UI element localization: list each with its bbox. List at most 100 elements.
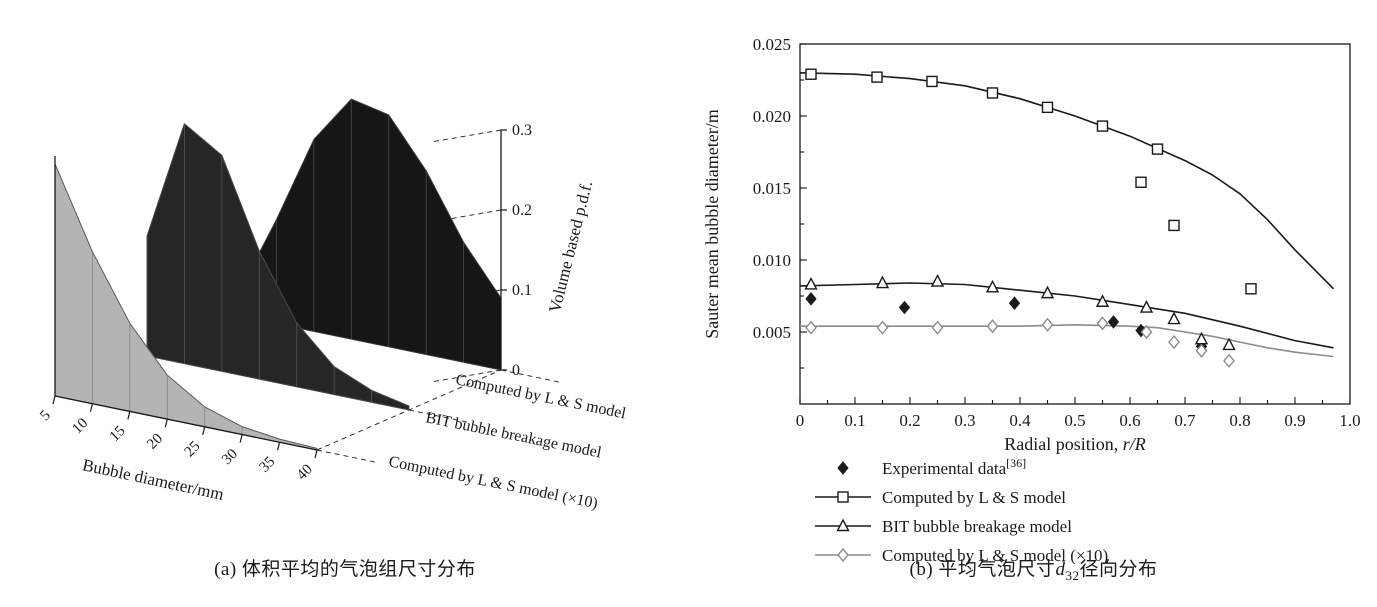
filled-diamond-marker <box>1008 296 1021 310</box>
x-tick-label: 0.2 <box>899 411 920 430</box>
square-marker <box>1151 143 1164 155</box>
x-tick-label: 0.4 <box>1009 411 1031 430</box>
square-marker <box>986 87 999 99</box>
series-line-2 <box>799 282 1334 349</box>
pdf-tick-label: 0.1 <box>512 282 532 299</box>
panel-b: 0 0.1 0.2 0.3 0.4 0.5 0.6 0.7 0.8 0.9 1.0 0.005 0.01… <box>690 6 1377 584</box>
triangle-marker <box>1095 294 1110 307</box>
diamond-marker <box>931 320 944 335</box>
square-marker <box>1096 120 1109 132</box>
y-axis-label: Sauter mean bubble diameter/m <box>702 109 722 338</box>
x-tick-label: 0.6 <box>1119 411 1140 430</box>
series-label: Computed by L & S model (×10) <box>387 453 599 512</box>
waterfall-ridges <box>54 98 502 451</box>
diameter-tick <box>127 411 131 420</box>
series-label: BIT bubble breakage model <box>424 409 603 461</box>
series-baseline-extension <box>316 449 376 463</box>
diameter-tick-label: 15 <box>107 423 129 445</box>
ticks <box>799 43 1351 404</box>
diameter-tick <box>89 403 94 412</box>
diamond-marker <box>876 320 889 335</box>
x-tick-label: 0.3 <box>954 411 975 430</box>
x-axis-label: Radial position, r/R <box>1004 434 1146 454</box>
diamond-marker <box>1195 343 1208 358</box>
y-tick-label: 0.015 <box>753 179 791 198</box>
diameter-tick <box>52 395 56 405</box>
square-marker <box>805 68 817 80</box>
pdf-axis-label: Volume based p.d.f. <box>545 179 596 315</box>
triangle-marker <box>1040 285 1055 299</box>
z-gridline <box>430 129 502 143</box>
diamond-marker <box>1168 334 1180 350</box>
x-tick-label: 1.0 <box>1339 411 1360 430</box>
series-markers-1 <box>805 68 1257 295</box>
diamond-marker <box>1140 324 1153 340</box>
triangle-marker <box>985 279 1000 293</box>
pdf-ticks: 0 0.1 0.2 0.3 <box>501 122 532 379</box>
triangle-marker <box>930 274 945 287</box>
sauter-mean-diameter-chart: 0 0.1 0.2 0.3 0.4 0.5 0.6 0.7 0.8 0.9 1.0 0.005 0.01… <box>702 35 1361 564</box>
x-tick-label: 0.7 <box>1174 411 1196 430</box>
filled-diamond-marker <box>837 461 849 475</box>
triangle-marker <box>1167 311 1181 325</box>
square-marker <box>837 491 849 503</box>
pdf-tick-label: 0 <box>512 362 520 379</box>
legend-label: Computed by L & S model <box>882 488 1066 507</box>
x-tick-label: 0 <box>796 411 805 430</box>
diameter-axis <box>54 395 318 451</box>
diameter-tick <box>164 418 168 428</box>
caption-a: (a) 体积平均的气泡组尺寸分布 <box>0 554 690 581</box>
series-baseline-extension <box>500 369 560 383</box>
plot-frame <box>799 43 1351 405</box>
caption-b-subscript: 32 <box>1065 567 1080 583</box>
triangle-marker <box>804 276 818 290</box>
square-marker <box>1135 176 1147 188</box>
diamond-marker <box>1041 317 1054 332</box>
caption-b-variable: d <box>1055 559 1066 580</box>
diameter-tick-label: 30 <box>219 446 241 468</box>
triangle-marker <box>875 275 890 289</box>
filled-diamond-marker <box>898 300 911 315</box>
caption-a-text: (a) 体积平均的气泡组尺寸分布 <box>214 559 476 580</box>
diamond-marker <box>1223 353 1235 368</box>
diameter-tick-label: 25 <box>182 438 204 460</box>
square-marker <box>1041 101 1054 114</box>
pdf-tick-label: 0.3 <box>512 122 532 139</box>
diameter-tick <box>239 434 243 443</box>
filled-diamond-marker <box>805 292 817 306</box>
diamond-marker <box>1096 316 1109 331</box>
y-tick-label: 0.005 <box>753 323 791 342</box>
y-tick-label: 0.010 <box>753 251 791 270</box>
diamond-marker <box>837 547 849 563</box>
caption-b: (b) 平均气泡尺寸d32径向分布 <box>690 554 1377 584</box>
legend-item-1: Computed by L & S model <box>815 488 1066 507</box>
diameter-tick-label: 5 <box>37 408 54 425</box>
bubble-size-distribution-3d-chart: 5 10 15 20 25 30 35 40 Bubble diameter/mm 0 0.1 0.2… <box>37 98 628 512</box>
square-marker <box>1245 283 1257 295</box>
diamond-marker <box>986 319 999 334</box>
diameter-tick-label: 10 <box>69 415 91 437</box>
diameter-tick-label: 40 <box>294 462 316 484</box>
legend-item-3: Computed by L & S model (×10) <box>815 546 1108 564</box>
series-line-3 <box>800 323 1334 358</box>
filled-diamond-marker <box>1107 315 1120 329</box>
legend-label: BIT bubble breakage model <box>882 517 1072 536</box>
x-tick-label: 0.8 <box>1229 411 1250 430</box>
axes <box>54 130 502 451</box>
caption-b-prefix: (b) 平均气泡尺寸 <box>909 559 1056 580</box>
diameter-tick <box>202 426 206 436</box>
diameter-tick <box>314 449 318 459</box>
y-tick-label: 0.020 <box>753 107 791 126</box>
x-tick-label: 0.9 <box>1284 411 1305 430</box>
x-tick-label: 0.1 <box>844 411 865 430</box>
caption-b-suffix: 径向分布 <box>1079 559 1158 580</box>
legend-label: Experimental data[36] <box>882 456 1026 478</box>
legend-item-2: BIT bubble breakage model <box>815 517 1072 536</box>
series-markers-2 <box>804 274 1236 351</box>
diameter-tick <box>276 442 281 451</box>
z-gridline <box>430 369 502 383</box>
series-baseline-extension <box>408 409 468 423</box>
square-marker <box>871 71 883 83</box>
legend-item-0: Experimental data[36] <box>837 456 1026 478</box>
triangle-marker <box>836 518 850 532</box>
